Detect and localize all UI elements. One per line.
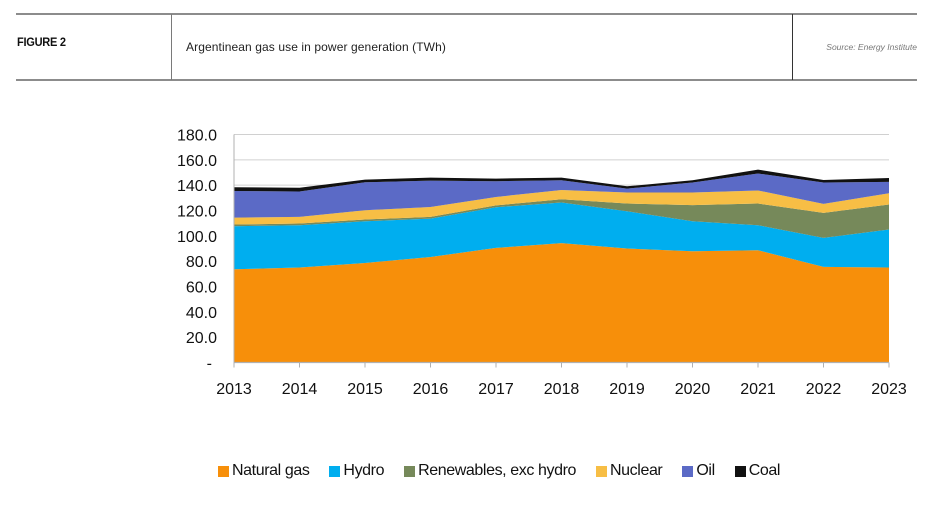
area-natural-gas: [234, 243, 889, 363]
legend-swatch: [596, 465, 608, 477]
area-series: [234, 169, 889, 363]
y-tick-label: 80.0: [186, 254, 217, 271]
x-tick-label: 2017: [478, 381, 514, 398]
chart-legend: Natural gas Hydro Renewables, exc hydro Nuc…: [218, 462, 800, 480]
x-tick-label: 2020: [675, 381, 711, 398]
y-tick-label: 160.0: [177, 153, 217, 170]
y-axis-tick-labels: - 20.0 40.0 60.0 80.0 100.0 120.0 140.0 160.0 180…: [177, 128, 217, 373]
x-axis-tick-labels: 2013 2014 2015 2016 2017 2018 2019 2020 2021 2022…: [216, 381, 907, 398]
y-tick-label: 100.0: [177, 229, 217, 246]
legend-swatch: [329, 465, 341, 477]
legend-swatch: [734, 465, 746, 477]
x-tick-label: 2013: [216, 381, 252, 398]
y-tick-label: 40.0: [186, 305, 217, 322]
legend-label: Nuclear: [610, 462, 663, 479]
legend-label: Coal: [748, 462, 781, 479]
area-nuclear: [234, 189, 889, 225]
y-tick-label: 120.0: [177, 204, 217, 221]
y-tick-label: 20.0: [186, 330, 217, 347]
legend-item: Renewables, exc hydro: [404, 462, 576, 480]
legend-item: Coal: [734, 462, 781, 480]
x-tick-label: 2018: [544, 381, 580, 398]
legend-label: Hydro: [343, 462, 385, 479]
axes: [233, 134, 890, 368]
area-renewables-exc-hydro: [234, 199, 889, 238]
y-tick-label: 180.0: [177, 128, 217, 145]
y-tick-label: -: [207, 356, 212, 373]
x-tick-label: 2015: [347, 381, 383, 398]
x-tick-label: 2021: [740, 381, 776, 398]
figure-label: FIGURE 2: [17, 35, 66, 49]
figure-title: Argentinean gas use in power generation …: [186, 40, 446, 54]
area-oil: [234, 173, 889, 218]
legend-item: Natural gas: [218, 462, 310, 480]
legend-item: Oil: [682, 462, 715, 480]
x-tick-label: 2023: [871, 381, 907, 398]
legend-swatch: [218, 465, 229, 477]
header-bottom-rule: [16, 79, 917, 81]
legend-label: Oil: [696, 462, 715, 479]
y-tick-label: 140.0: [177, 178, 217, 195]
legend-label: Natural gas: [232, 462, 310, 479]
legend-item: Nuclear: [596, 462, 663, 480]
y-tick-label: 60.0: [186, 280, 217, 297]
area-coal: [234, 169, 889, 192]
x-tick-label: 2019: [609, 381, 645, 398]
header-top-rule: [16, 13, 917, 15]
figure-source: Source: Energy Institute: [826, 42, 917, 52]
legend-swatch: [682, 465, 694, 477]
legend-label: Renewables, exc hydro: [418, 462, 577, 479]
x-tick-label: 2016: [413, 381, 449, 398]
x-tick-label: 2014: [282, 381, 318, 398]
header-divider: [171, 14, 172, 80]
header-divider: [792, 14, 793, 80]
x-tick-label: 2022: [806, 381, 842, 398]
legend-item: Hydro: [329, 462, 385, 480]
legend-swatch: [404, 465, 416, 477]
area-hydro: [234, 202, 889, 270]
